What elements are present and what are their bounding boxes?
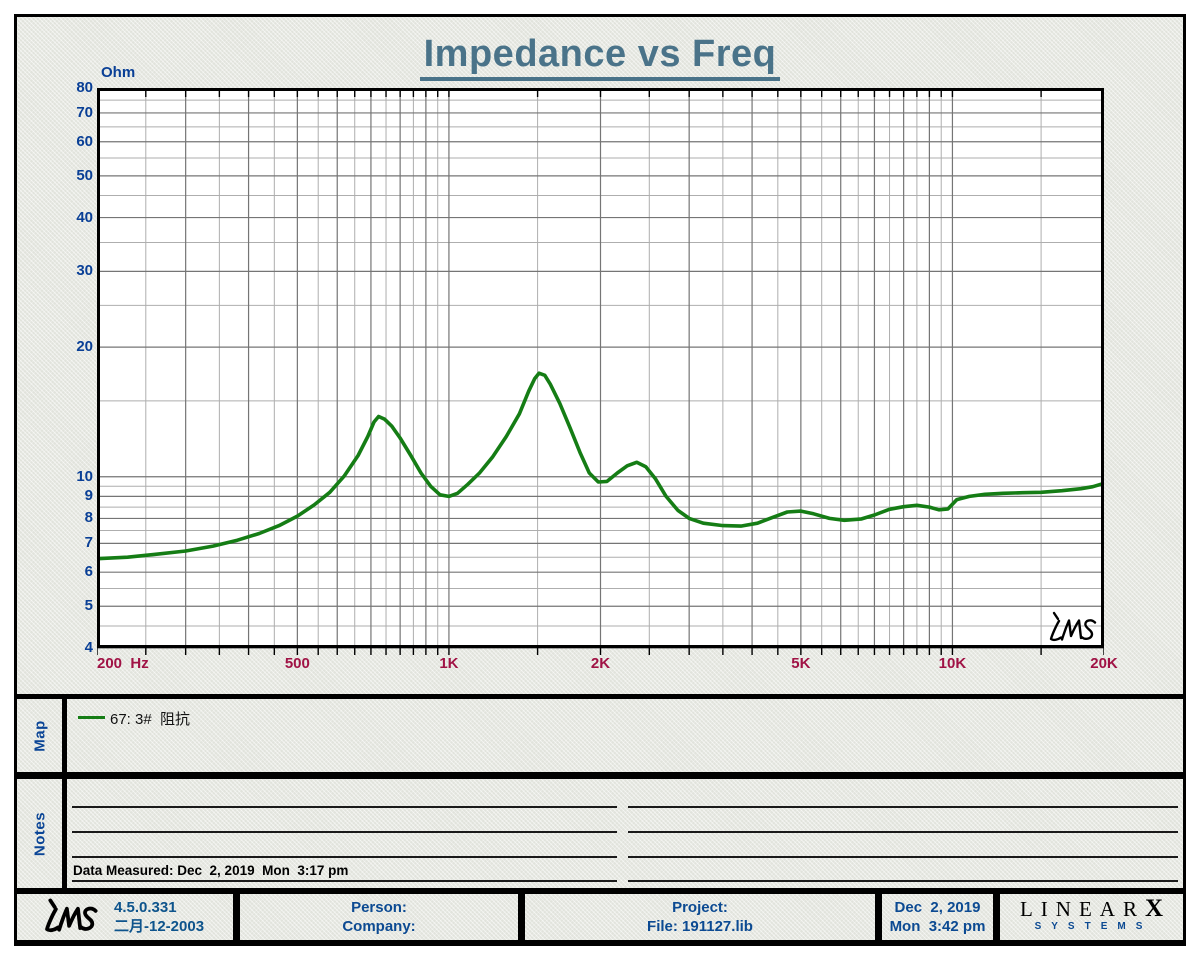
y-tick-label: 70	[76, 103, 93, 121]
person-label: Person:	[351, 899, 407, 916]
y-tick-label: 20	[76, 338, 93, 356]
footer-project-cell: Project: File: 191127.lib	[525, 894, 875, 940]
divider	[233, 894, 240, 940]
map-panel: Map 67: 3# 阻抗	[17, 699, 1183, 772]
notes-line	[628, 856, 1178, 858]
notes-panel: Notes Data Measured: Dec 2, 2019 Mon 3:1…	[17, 779, 1183, 888]
plot-border	[97, 88, 1104, 648]
brand-x-text: X	[1144, 895, 1164, 922]
divider	[17, 940, 1183, 943]
version-number: 4.5.0.331	[114, 899, 177, 916]
y-tick-label: 50	[76, 166, 93, 184]
data-measured-text: Data Measured: Dec 2, 2019 Mon 3:17 pm	[73, 863, 349, 878]
y-tick-label: 10	[76, 467, 93, 485]
notes-line	[628, 880, 1178, 882]
divider	[17, 888, 1183, 894]
notes-panel-label: Notes	[31, 811, 48, 856]
page-title: Impedance vs Freq	[419, 33, 781, 81]
company-label: Company:	[342, 918, 416, 935]
y-tick-label: 30	[76, 262, 93, 280]
brand-systems-text: SYSTEMS	[1034, 921, 1153, 932]
notes-line	[72, 880, 617, 882]
footer-time: Mon 3:42 pm	[889, 918, 986, 935]
y-tick-label: 9	[84, 487, 93, 505]
divider	[17, 694, 1183, 699]
lms-logo-icon	[45, 898, 98, 933]
divider	[875, 894, 882, 940]
map-panel-header: Map	[17, 699, 62, 772]
version-date: 二月-12-2003	[114, 918, 205, 935]
footer-date-cell: Dec 2, 2019 Mon 3:42 pm	[882, 894, 993, 940]
divider	[518, 894, 525, 940]
y-tick-label: 80	[76, 79, 93, 96]
footer-person-cell: Person: Company:	[240, 894, 518, 940]
y-tick-label: 6	[84, 563, 93, 581]
map-panel-label: Map	[31, 719, 48, 752]
y-axis-unit: Ohm	[101, 64, 136, 81]
footer-brand-cell: LINEARX SYSTEMS	[1000, 894, 1183, 940]
divider	[17, 772, 1183, 779]
footer-bar: 4.5.0.331 二月-12-2003 Person: Company: Pr…	[17, 894, 1183, 940]
y-tick-label: 8	[84, 509, 93, 527]
y-tick-label: 60	[76, 132, 93, 150]
project-label: Project:	[672, 899, 728, 916]
file-label: File: 191127.lib	[647, 918, 753, 935]
linearx-systems-logo: LINEARX SYSTEMS	[1000, 894, 1183, 933]
y-tick-label: 5	[84, 597, 93, 615]
notes-line	[72, 856, 617, 858]
footer-date: Dec 2, 2019	[894, 899, 981, 916]
notes-line	[628, 831, 1178, 833]
notes-line	[72, 831, 617, 833]
impedance-curve	[97, 371, 1104, 561]
brand-linear-text: LINEAR	[1019, 897, 1145, 921]
report-page: Impedance vs Freq Ohm 80 70 60 50 40 30 20 10 9 8…	[14, 14, 1186, 946]
y-tick-label: 40	[76, 208, 93, 226]
notes-line	[72, 806, 617, 808]
legend-line-swatch	[78, 716, 105, 719]
divider	[62, 699, 67, 772]
notes-panel-header: Notes	[17, 779, 62, 888]
footer-version-cell: 4.5.0.331 二月-12-2003	[17, 894, 233, 940]
notes-line	[628, 806, 1178, 808]
plot-area	[97, 88, 1104, 655]
lms-script-watermark-icon	[1049, 611, 1097, 642]
y-tick-label: 7	[84, 534, 93, 552]
y-tick-label: 4	[84, 639, 93, 656]
legend-label: 67: 3# 阻抗	[110, 711, 191, 728]
divider	[993, 894, 1000, 940]
title-wrap: Impedance vs Freq	[17, 33, 1183, 81]
divider	[62, 779, 67, 888]
